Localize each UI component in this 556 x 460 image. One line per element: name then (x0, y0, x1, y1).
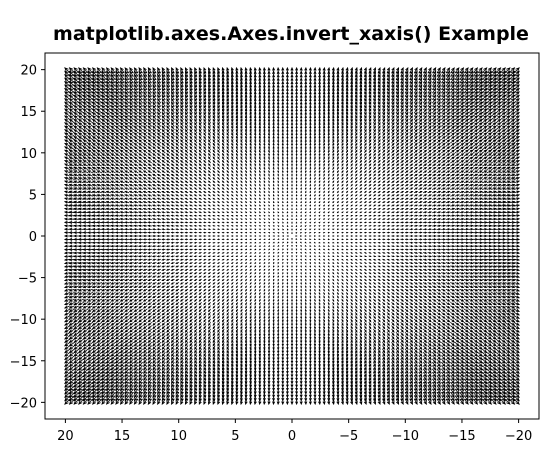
y-tick-label: 20 (20, 64, 37, 79)
y-tick-label: −15 (10, 355, 37, 370)
x-tick-label: 15 (114, 429, 131, 444)
y-tick-label: −5 (18, 272, 37, 287)
x-tick-label: 10 (170, 429, 187, 444)
y-tick-label: 0 (29, 230, 37, 245)
x-tick-label: −15 (448, 429, 475, 444)
x-axis: 20 15 10 5 0 −5 −10 −15 −20 (57, 419, 532, 444)
y-axis: 20 15 10 5 0 −5 −10 −15 −20 (10, 64, 45, 411)
quiver-field (63, 66, 521, 406)
x-tick-label: 5 (231, 429, 239, 444)
x-tick-label: 0 (288, 429, 296, 444)
x-tick-label: 20 (57, 429, 74, 444)
y-tick-label: 5 (29, 188, 37, 203)
x-tick-label: −20 (505, 429, 532, 444)
y-tick-label: −20 (10, 396, 37, 411)
x-tick-label: −5 (339, 429, 358, 444)
chart-title: matplotlib.axes.Axes.invert_xaxis() Exam… (53, 23, 529, 45)
y-tick-label: 15 (20, 105, 37, 120)
quiver-arrows (63, 66, 521, 406)
x-tick-label: −10 (392, 429, 419, 444)
y-tick-label: −10 (10, 313, 37, 328)
y-tick-label: 10 (20, 147, 37, 162)
